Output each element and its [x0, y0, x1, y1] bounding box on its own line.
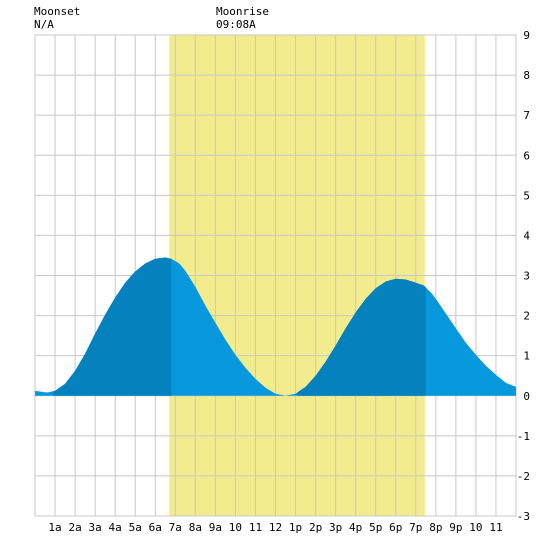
x-tick-label: 4a [109, 521, 122, 534]
x-tick-label: 1p [289, 521, 302, 534]
y-tick-label: 8 [523, 69, 530, 82]
x-tick-label: 7a [169, 521, 182, 534]
x-tick-label: 8p [429, 521, 442, 534]
x-tick-label: 9p [449, 521, 462, 534]
y-tick-label: -3 [517, 510, 530, 523]
x-tick-label: 11 [489, 521, 502, 534]
y-tick-label: -1 [517, 430, 530, 443]
x-tick-label: 2p [309, 521, 322, 534]
y-tick-label: 2 [523, 310, 530, 323]
x-tick-label: 5a [129, 521, 142, 534]
y-tick-label: 1 [523, 350, 530, 363]
y-tick-label: -2 [517, 470, 530, 483]
y-tick-label: 6 [523, 149, 530, 162]
x-tick-label: 6p [389, 521, 402, 534]
x-tick-label: 8a [189, 521, 202, 534]
moonrise-time: 09:08A [216, 18, 256, 31]
y-tick-label: 4 [523, 229, 530, 242]
x-tick-label: 12 [269, 521, 282, 534]
y-tick-label: 3 [523, 270, 530, 283]
y-tick-label: 7 [523, 109, 530, 122]
x-tick-label: 1a [48, 521, 61, 534]
moonrise-label: Moonrise [216, 5, 269, 18]
x-tick-label: 5p [369, 521, 382, 534]
x-tick-label: 9a [209, 521, 222, 534]
x-tick-label: 3a [89, 521, 102, 534]
y-tick-label: 5 [523, 189, 530, 202]
y-tick-label: 9 [523, 29, 530, 42]
x-tick-label: 2a [68, 521, 81, 534]
moonset-time: N/A [34, 18, 54, 31]
x-tick-label: 4p [349, 521, 362, 534]
plot-frame [34, 34, 517, 517]
x-tick-label: 7p [409, 521, 422, 534]
x-tick-label: 6a [149, 521, 162, 534]
x-tick-label: 11 [249, 521, 262, 534]
tide-area-dark-segment [53, 257, 172, 396]
x-tick-label: 10 [469, 521, 482, 534]
x-tick-label: 10 [229, 521, 242, 534]
y-tick-label: 0 [523, 390, 530, 403]
tide-area-dark-segment [297, 278, 426, 396]
x-tick-label: 3p [329, 521, 342, 534]
moonset-label: Moonset [34, 5, 81, 18]
